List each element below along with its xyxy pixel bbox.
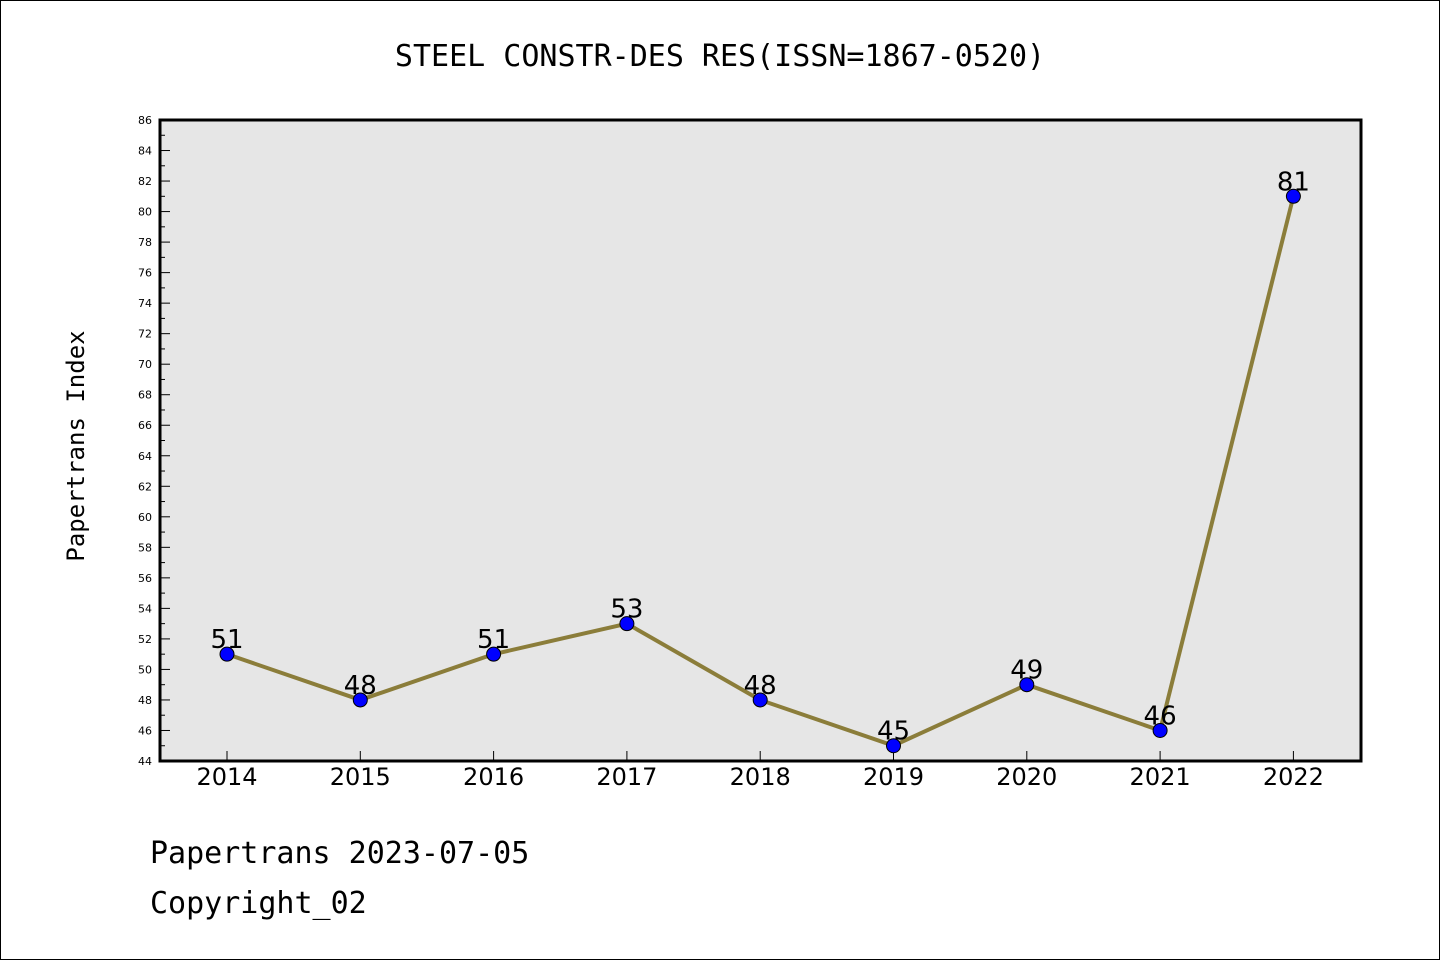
- y-tick-label: 62: [138, 480, 152, 493]
- y-axis-label: Papertrans Index: [62, 330, 90, 561]
- data-label: 48: [744, 671, 777, 701]
- data-point: [486, 646, 502, 662]
- y-tick-label: 76: [138, 267, 152, 280]
- chart-title: STEEL CONSTR-DES RES(ISSN=1867-0520): [395, 39, 1045, 74]
- y-tick-label: 78: [138, 236, 152, 249]
- data-label: 46: [1144, 701, 1177, 731]
- x-tick-label: 2014: [196, 763, 257, 791]
- data-label: 51: [477, 625, 510, 655]
- y-tick-label: 70: [138, 358, 152, 371]
- y-tick-label: 82: [138, 175, 152, 188]
- y-tick-label: 58: [138, 541, 152, 554]
- series-markers: [219, 188, 1301, 754]
- data-label: 48: [344, 671, 377, 701]
- y-tick-label: 60: [138, 511, 152, 524]
- x-tick-label: 2015: [330, 763, 391, 791]
- x-tick-label: 2022: [1263, 763, 1324, 791]
- data-point: [219, 646, 235, 662]
- data-label: 81: [1277, 167, 1310, 197]
- y-tick-label: 86: [138, 114, 152, 127]
- x-tick-label: 2019: [863, 763, 924, 791]
- y-tick-label: 72: [138, 328, 152, 341]
- data-point: [1152, 722, 1168, 738]
- data-label: 53: [610, 595, 643, 625]
- data-point: [886, 738, 901, 754]
- y-tick-label: 44: [138, 755, 152, 768]
- y-tick-label: 68: [138, 389, 152, 402]
- y-tick-label: 46: [138, 724, 152, 737]
- x-axis: 2014 2015 2016 2017 2018 2019 2020 2021 2022: [196, 751, 1324, 791]
- y-tick-label: 64: [138, 450, 152, 463]
- y-tick-label: 56: [138, 572, 152, 585]
- data-label: 51: [210, 625, 243, 655]
- y-tick-label: 50: [138, 663, 152, 676]
- data-point: [1019, 677, 1035, 693]
- data-point: [1285, 188, 1301, 204]
- y-tick-label: 84: [138, 145, 152, 158]
- y-tick-label: 74: [138, 297, 152, 310]
- y-tick-label: 80: [138, 206, 152, 219]
- x-tick-label: 2016: [463, 763, 524, 791]
- plot-area: [158, 118, 1363, 763]
- x-tick-label: 2020: [996, 763, 1057, 791]
- data-label: 45: [877, 717, 910, 747]
- y-tick-label: 54: [138, 602, 152, 615]
- x-tick-label: 2018: [730, 763, 791, 791]
- footer-date: Papertrans 2023-07-05: [150, 836, 530, 871]
- y-tick-label: 52: [138, 633, 152, 646]
- data-point: [352, 692, 368, 708]
- data-labels: 51 48 51 53 48 45 49 46 81: [210, 167, 1309, 746]
- y-tick-label: 66: [138, 419, 152, 432]
- footer-copyright: Copyright_02: [150, 886, 367, 921]
- x-tick-label: 2021: [1130, 763, 1191, 791]
- data-point: [619, 616, 635, 632]
- y-axis: 44 46 48 50 52 54 56 58 60 62 64 66 68 70 72 74 76 78 80 82…: [138, 114, 170, 768]
- data-label: 49: [1010, 656, 1043, 686]
- x-tick-label: 2017: [596, 763, 657, 791]
- data-point: [752, 692, 768, 708]
- y-tick-label: 48: [138, 694, 152, 707]
